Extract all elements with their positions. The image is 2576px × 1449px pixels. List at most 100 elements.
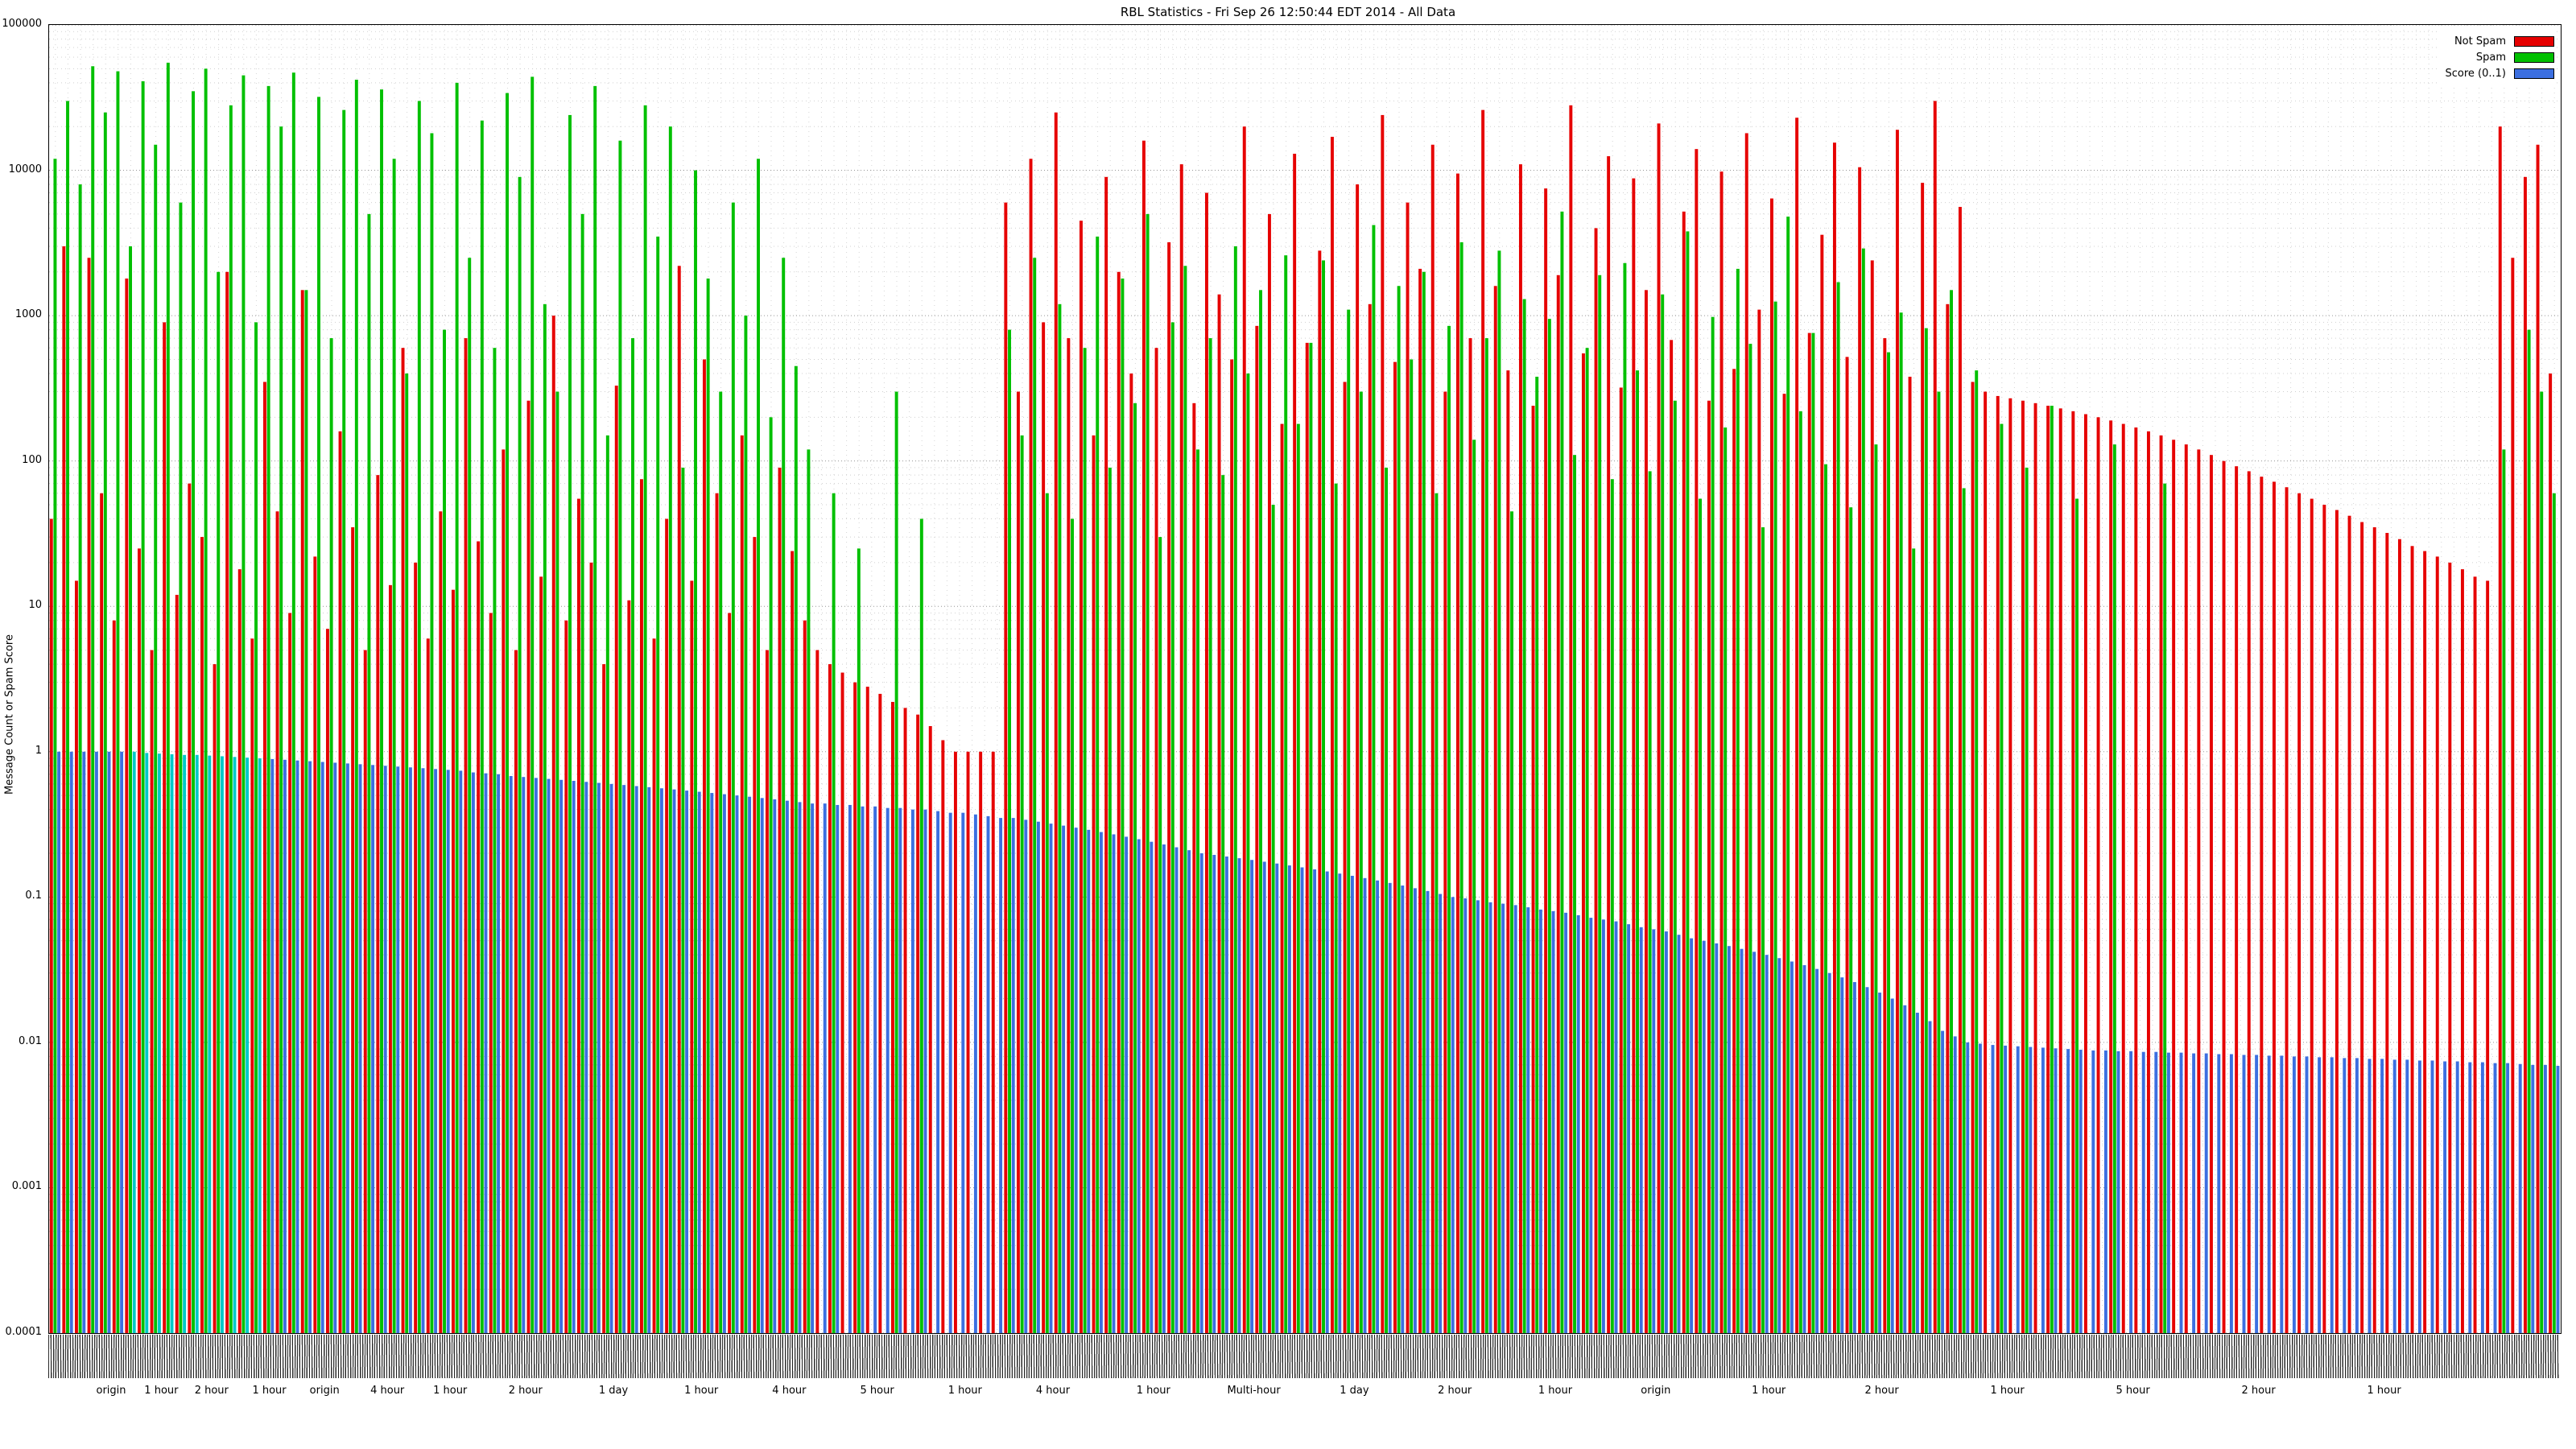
- bar: [2347, 515, 2351, 1333]
- bar: [342, 109, 346, 1333]
- bar: [1350, 875, 1354, 1333]
- y-tick-label: 100000: [2, 18, 42, 30]
- bar: [192, 91, 195, 1333]
- bar: [765, 650, 769, 1333]
- bar: [919, 518, 923, 1333]
- bar: [1275, 863, 1279, 1333]
- bar: [1941, 1030, 1945, 1333]
- bar: [91, 66, 95, 1333]
- bar: [1004, 202, 1008, 1333]
- x-group-label: 1 hour: [947, 1385, 982, 1397]
- bar: [477, 541, 481, 1333]
- bar: [1071, 518, 1074, 1333]
- bar: [141, 80, 145, 1333]
- bar: [916, 714, 920, 1333]
- bar: [614, 386, 618, 1333]
- bar: [1614, 921, 1618, 1333]
- bar: [1092, 435, 1096, 1333]
- bar: [836, 804, 840, 1333]
- bar: [154, 144, 158, 1333]
- bar: [1715, 943, 1719, 1333]
- bar: [1230, 359, 1234, 1333]
- bar: [1912, 548, 1916, 1333]
- bar: [2448, 562, 2452, 1333]
- bar: [589, 562, 593, 1333]
- bar: [2310, 498, 2314, 1333]
- bar: [2103, 1050, 2107, 1333]
- bar: [1627, 924, 1631, 1333]
- bar: [2247, 471, 2251, 1333]
- bar: [2334, 510, 2339, 1333]
- bar: [338, 431, 342, 1333]
- bar: [1644, 290, 1648, 1333]
- bar: [380, 89, 383, 1333]
- bar: [1933, 101, 1937, 1333]
- bar: [2129, 1051, 2133, 1333]
- bar: [2159, 435, 2163, 1333]
- y-tick-label: 1: [35, 744, 42, 757]
- bar: [1695, 149, 1699, 1333]
- bar: [2380, 1059, 2384, 1333]
- legend-item-not-spam: Not Spam: [2446, 33, 2554, 49]
- bar: [2134, 427, 2138, 1333]
- bar: [928, 725, 932, 1333]
- bar: [1388, 882, 1392, 1333]
- bar: [1535, 376, 1539, 1333]
- bar: [497, 774, 501, 1333]
- bar: [1158, 537, 1162, 1333]
- bar: [2163, 483, 2167, 1333]
- bar: [1455, 173, 1459, 1333]
- bar: [266, 85, 270, 1333]
- bar: [1589, 918, 1593, 1333]
- bar: [2468, 1062, 2472, 1333]
- bar: [1472, 440, 1476, 1333]
- bar: [740, 435, 744, 1333]
- bar: [1029, 159, 1033, 1333]
- x-group-label: 1 hour: [144, 1385, 179, 1397]
- bar: [728, 613, 732, 1333]
- x-group-label: 1 hour: [2367, 1385, 2401, 1397]
- bar: [1305, 342, 1309, 1333]
- bar: [668, 126, 672, 1333]
- bar: [2141, 1051, 2145, 1333]
- x-group-label: origin: [1641, 1385, 1671, 1397]
- bar: [1117, 271, 1121, 1333]
- bar: [1953, 1036, 1957, 1333]
- bar: [785, 800, 789, 1333]
- bar: [1443, 391, 1447, 1333]
- bar: [2305, 1056, 2309, 1333]
- bar: [233, 757, 237, 1333]
- bar: [1347, 309, 1351, 1333]
- bar: [1049, 824, 1053, 1333]
- x-group-label: 1 hour: [1990, 1385, 2025, 1397]
- bar: [2025, 467, 2029, 1333]
- bar: [572, 781, 576, 1333]
- bar: [1506, 370, 1510, 1333]
- bar: [2154, 1051, 2158, 1333]
- bar: [2217, 1054, 2221, 1333]
- bar: [2255, 1055, 2259, 1333]
- bar: [2527, 329, 2531, 1333]
- bar: [217, 271, 221, 1333]
- bar: [1212, 854, 1216, 1333]
- bar: [308, 761, 312, 1333]
- bar: [823, 803, 827, 1333]
- bar: [2209, 455, 2213, 1333]
- bar: [358, 764, 362, 1333]
- bar: [1966, 1042, 1970, 1333]
- bar: [288, 613, 292, 1333]
- bar: [1287, 865, 1291, 1333]
- bar: [1343, 382, 1347, 1333]
- bar: [1786, 217, 1790, 1333]
- bar: [639, 479, 643, 1333]
- bar: [1962, 488, 1966, 1333]
- bar: [1699, 498, 1702, 1333]
- bar: [1267, 213, 1271, 1333]
- legend: Not Spam Spam Score (0..1): [2437, 30, 2556, 85]
- bar: [229, 105, 233, 1333]
- bar: [861, 806, 865, 1333]
- legend-item-score: Score (0..1): [2446, 65, 2554, 81]
- bar: [1752, 952, 1757, 1333]
- bar: [1422, 271, 1426, 1333]
- bar: [1569, 105, 1573, 1333]
